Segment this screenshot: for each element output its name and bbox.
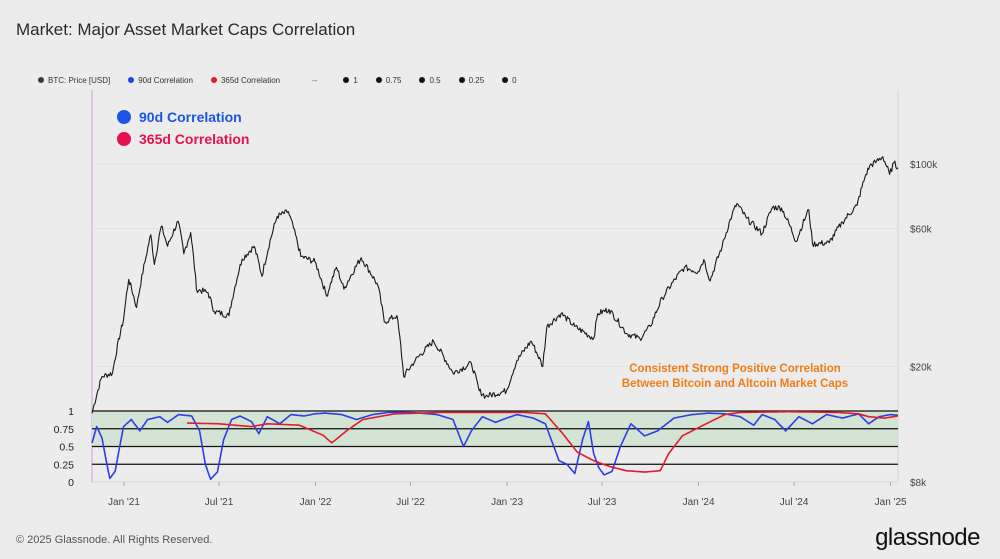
legend-dot-icon	[38, 77, 44, 83]
legend-item[interactable]: 1	[343, 75, 358, 85]
legend-dot-icon	[375, 77, 382, 83]
price-tick-label: $20k	[910, 363, 933, 374]
corr-90d-line	[91, 411, 899, 480]
inset-legend-dot-icon	[117, 110, 131, 124]
legend-item[interactable]: 365d Correlation	[210, 75, 281, 85]
glassnode-logo: glassnode	[875, 524, 980, 551]
legend-label: 0.75	[385, 75, 402, 85]
correlation-tick-label: 0.75	[54, 424, 75, 436]
correlation-tick-label: 0.5	[59, 442, 74, 454]
price-tick-label: $100k	[910, 160, 938, 171]
legend-item[interactable]: BTC: Price [USD]	[38, 76, 110, 85]
legend-dot-icon	[128, 77, 135, 83]
legend-item[interactable]: 0.25	[458, 75, 485, 85]
legend-dot-icon	[502, 77, 509, 83]
legend-dot-icon	[210, 77, 217, 83]
correlation-tick-label: 1	[68, 406, 74, 418]
x-tick-label: Jul '23	[588, 497, 617, 508]
legend-label: 0.25	[468, 75, 485, 85]
legend-item[interactable]: 0.5	[419, 75, 441, 85]
chart-annotation: Consistent Strong Positive Correlation	[629, 363, 841, 375]
legend-label: BTC: Price [USD]	[48, 75, 111, 85]
legend-label: 0	[512, 75, 517, 85]
x-tick-label: Jan '21	[108, 497, 140, 508]
chart-annotation: Between Bitcoin and Altcoin Market Caps	[622, 378, 848, 390]
legend-label: 0.5	[429, 75, 441, 85]
x-tick-label: Jan '24	[683, 497, 715, 508]
btc-price-line	[91, 156, 899, 414]
x-tick-label: Jan '25	[875, 497, 907, 508]
legend-label: --	[312, 75, 318, 85]
x-tick-label: Jan '23	[491, 497, 523, 508]
correlation-tick-label: 0.25	[54, 459, 75, 471]
inset-legend-dot-icon	[117, 132, 131, 146]
inset-legend-label: 90d Correlation	[139, 109, 242, 125]
chart-legend: BTC: Price [USD] 90d Correlation 365d Corr…	[38, 74, 535, 86]
legend-dot-icon	[419, 77, 426, 83]
legend-item[interactable]: 0	[502, 75, 517, 85]
correlation-chart: $100k $60k $20k $8k 1 0.75 0.5 0.25 0 Jan '21 Jul …	[54, 90, 938, 508]
legend-item[interactable]: 90d Correlation	[128, 76, 193, 85]
legend-label: 90d Correlation	[138, 75, 193, 85]
x-tick-label: Jul '22	[396, 497, 425, 508]
corr-365d-line	[187, 410, 899, 473]
x-tick-label: Jul '24	[780, 497, 809, 508]
x-tick-label: Jan '22	[300, 497, 332, 508]
price-tick-label: $60k	[910, 224, 933, 235]
price-tick-label: $8k	[910, 478, 927, 489]
copyright-text: © 2025 Glassnode. All Rights Reserved.	[16, 534, 213, 546]
legend-dot-icon	[343, 77, 350, 83]
x-tick-label: Jul '21	[205, 497, 234, 508]
legend-dot-icon	[458, 77, 465, 83]
legend-separator: --	[312, 76, 317, 85]
legend-label: 365d Correlation	[220, 75, 281, 85]
inset-legend-label: 365d Correlation	[139, 131, 249, 147]
legend-item[interactable]: 0.75	[375, 75, 402, 85]
legend-label: 1	[353, 75, 358, 85]
page-title: Market: Major Asset Market Caps Correlat…	[16, 20, 356, 39]
correlation-tick-label: 0	[68, 477, 74, 489]
